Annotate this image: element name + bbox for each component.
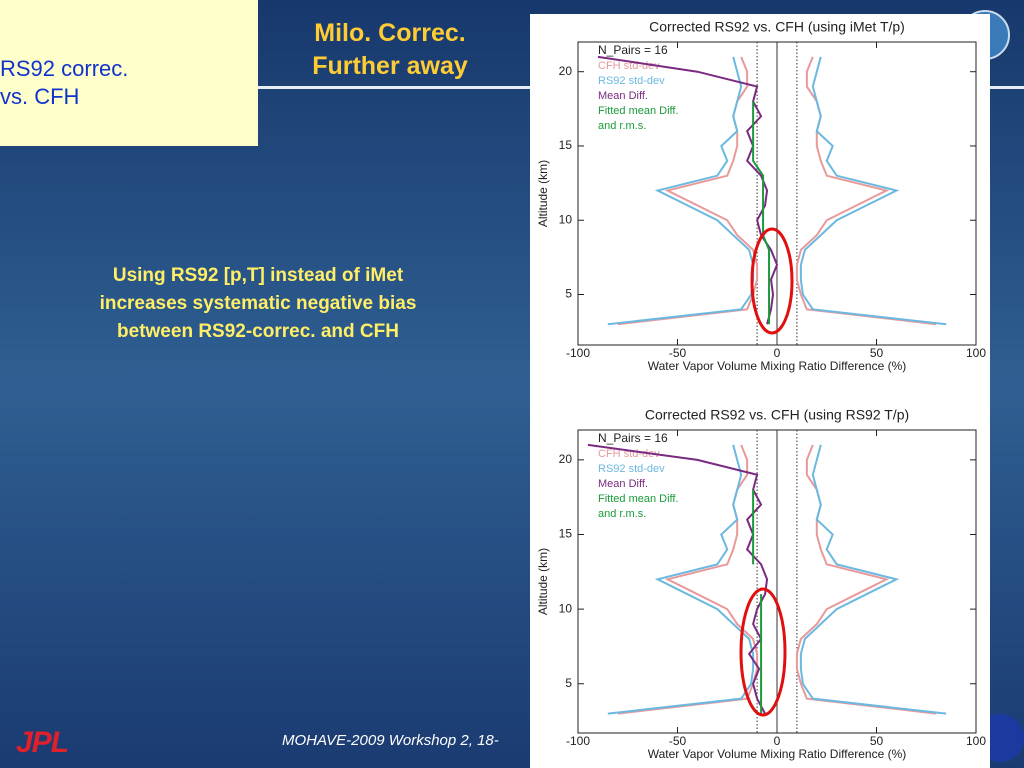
x-tick-label: -100 [566, 346, 590, 360]
title-line: Milo. Correc. [314, 19, 466, 47]
slide-title: Milo. Correc. Further away [270, 17, 510, 83]
y-axis-label: Altitude (km) [536, 548, 550, 615]
legend-annotation: N_Pairs = 16 [598, 43, 668, 57]
body-line: increases systematic negative bias [99, 293, 417, 314]
series-line [607, 444, 755, 715]
y-tick-label: 15 [559, 527, 573, 541]
body-line: between RS92-correc. and CFH [117, 321, 399, 342]
title-box [0, 0, 258, 146]
y-tick-label: 20 [559, 452, 573, 466]
x-axis-label: Water Vapor Volume Mixing Ratio Differen… [648, 359, 907, 373]
x-tick-label: 100 [966, 346, 986, 360]
series-line [752, 489, 763, 714]
legend-line: and r.m.s. [598, 120, 646, 132]
title-line: Further away [312, 52, 468, 80]
legend-annotation: N_Pairs = 16 [598, 431, 668, 445]
y-tick-label: 15 [559, 138, 573, 152]
legend-entry: RS92 std-dev [598, 75, 665, 87]
legend-line: Fitted mean Diff. [598, 105, 679, 117]
legend-entry: CFH std-dev [598, 448, 660, 460]
x-tick-label: 50 [870, 734, 884, 748]
x-tick-label: -100 [566, 734, 590, 748]
series-line [799, 444, 947, 715]
plot-frame [577, 41, 977, 346]
highlight-ellipse [739, 587, 787, 717]
series-line [752, 101, 771, 325]
y-tick-label: 5 [565, 287, 572, 301]
box-title-line: RS92 correc. [0, 56, 129, 81]
x-tick-label: -50 [669, 734, 687, 748]
chart-panel [530, 14, 990, 768]
chart-title: Corrected RS92 vs. CFH (using iMet T/p) [649, 19, 905, 35]
highlight-ellipse [750, 227, 794, 335]
body-line: Using RS92 [p,T] instead of iMet [112, 265, 404, 286]
legend-entry: RS92 std-dev [598, 463, 665, 475]
chart-title: Corrected RS92 vs. CFH (using RS92 T/p) [645, 407, 909, 423]
y-tick-label: 10 [559, 212, 573, 226]
box-title: RS92 correc. vs. CFH [0, 55, 230, 111]
legend-line: Fitted mean Diff. [598, 493, 679, 505]
series-line [587, 443, 769, 715]
footer: MOHAVE-2009 Workshop 2, 18- [282, 732, 499, 749]
y-tick-label: 10 [559, 601, 573, 615]
x-axis-label: Water Vapor Volume Mixing Ratio Differen… [648, 747, 907, 761]
legend-entry: Fitted mean Diff. and r.m.s. [598, 493, 679, 520]
x-tick-label: -50 [669, 346, 687, 360]
x-tick-label: 50 [870, 346, 884, 360]
x-tick-label: 0 [774, 346, 781, 360]
x-tick-label: 0 [774, 734, 781, 748]
legend-line: and r.m.s. [598, 508, 646, 520]
plot-frame [577, 429, 977, 734]
series-line [799, 56, 947, 326]
body-text: Using RS92 [p,T] instead of iMet increas… [20, 262, 496, 346]
logo: JPL [16, 726, 69, 759]
y-axis-label: Altitude (km) [536, 160, 550, 227]
legend-entry: Fitted mean Diff. and r.m.s. [598, 105, 679, 132]
legend-entry: Mean Diff. [598, 478, 648, 490]
legend-entry: Mean Diff. [598, 90, 648, 102]
box-title-line: vs. CFH [0, 84, 80, 109]
y-tick-label: 5 [565, 676, 572, 690]
x-tick-label: 100 [966, 734, 986, 748]
y-tick-label: 20 [559, 64, 573, 78]
